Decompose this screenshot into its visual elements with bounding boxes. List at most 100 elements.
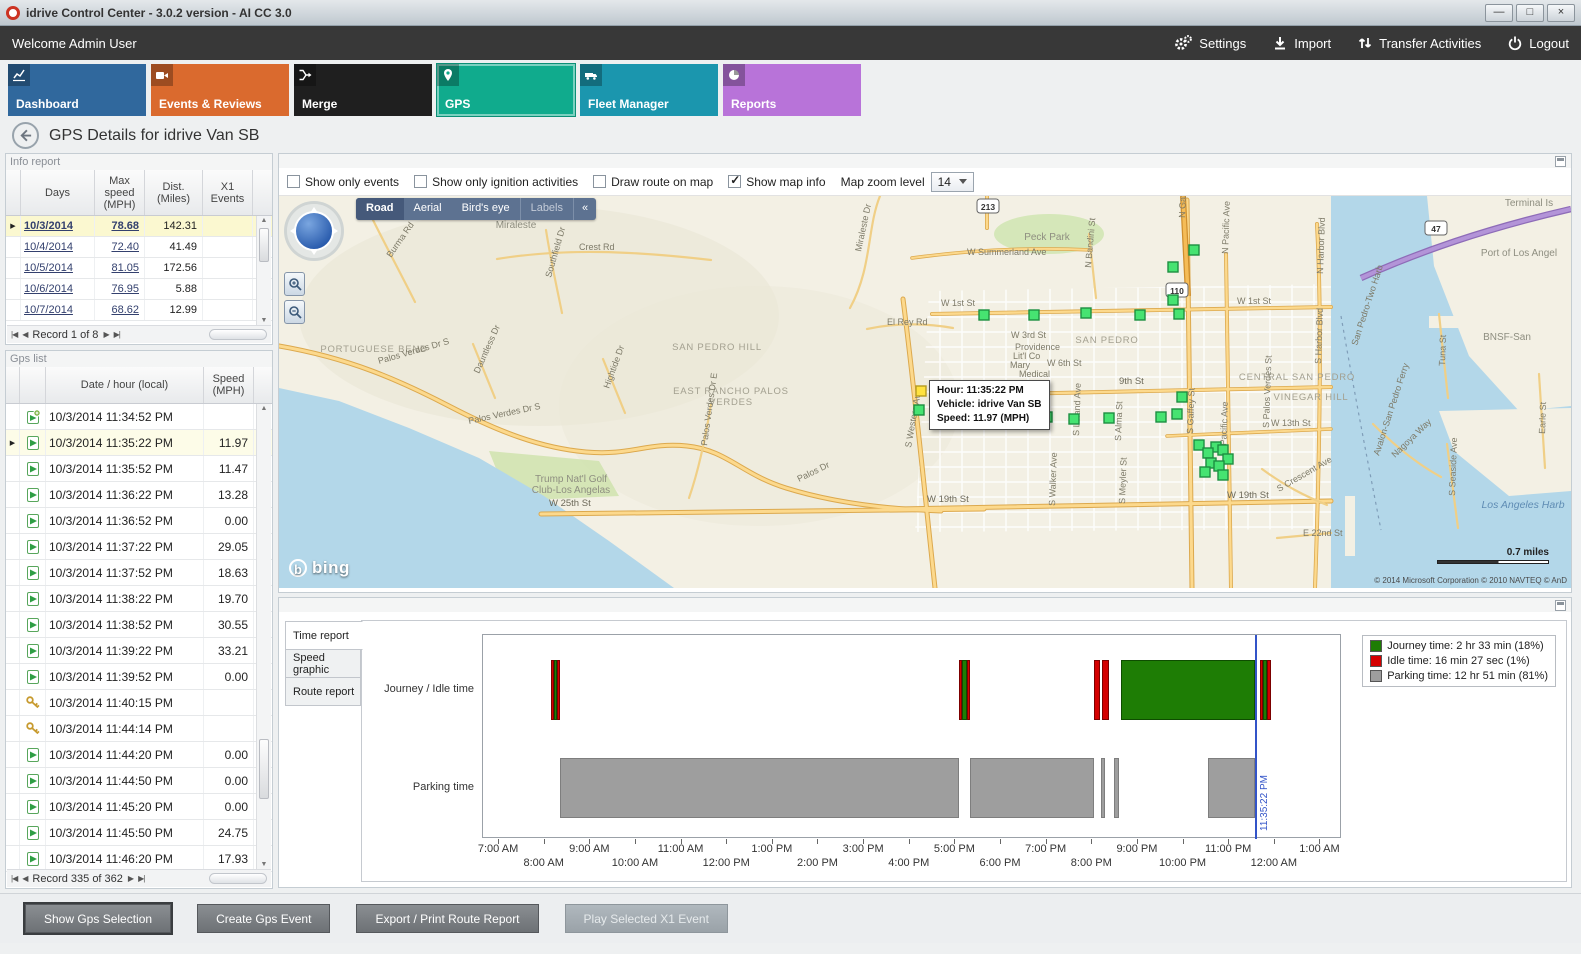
max-speed-link[interactable]: 72.40 (111, 241, 139, 253)
column-header-speed[interactable]: Speed (MPH) (204, 367, 254, 403)
minimize-button[interactable]: — (1485, 3, 1513, 22)
gps-marker[interactable] (1080, 307, 1092, 319)
map-pan-control[interactable] (287, 204, 341, 258)
gps-marker[interactable] (913, 404, 925, 416)
nav-prev-icon[interactable]: ◀ (22, 874, 28, 883)
column-header-x1-events[interactable]: X1 Events (203, 170, 253, 215)
list-item[interactable]: 10/3/2014 11:46:20 PM 17.93 (6, 846, 272, 872)
list-item[interactable]: 10/3/2014 11:45:20 PM 0.00 (6, 794, 272, 820)
list-item[interactable]: 10/3/2014 11:44:20 PM 0.00 (6, 742, 272, 768)
gps-marker[interactable] (1202, 447, 1214, 459)
gps-marker[interactable] (1167, 261, 1179, 273)
gps-scrollbar[interactable]: ▲ ▼ (256, 404, 271, 869)
scroll-up-icon[interactable]: ▲ (260, 217, 268, 224)
map-style-aerial[interactable]: Aerial (413, 202, 442, 214)
max-speed-link[interactable]: 68.62 (111, 304, 139, 316)
zoom-out-button[interactable] (284, 300, 305, 324)
checkbox-show-map-info[interactable]: Show map info (728, 173, 826, 189)
checkbox-box[interactable] (728, 173, 742, 188)
nav-tile-gps[interactable]: GPS (436, 63, 576, 117)
column-header-max-speed[interactable]: Max speed (MPH) (95, 170, 145, 215)
table-row[interactable]: 10/5/2014 81.05 172.56 (6, 258, 272, 279)
gps-marker[interactable] (1222, 453, 1234, 465)
column-header-distance[interactable]: Dist. (Miles) (145, 170, 203, 215)
scroll-down-icon[interactable]: ▼ (260, 861, 268, 868)
checkbox-box[interactable] (287, 175, 300, 188)
zoom-level-select[interactable]: 14 (930, 171, 974, 192)
gps-marker[interactable] (1199, 466, 1211, 478)
day-link[interactable]: 10/4/2014 (24, 241, 73, 253)
max-speed-link[interactable]: 78.68 (111, 220, 139, 232)
gps-marker[interactable] (1103, 412, 1115, 424)
gps-marker[interactable] (1171, 408, 1183, 420)
list-item[interactable]: 10/3/2014 11:35:52 PM 11.47 (6, 456, 272, 482)
footer-button-export-print-route-report[interactable]: Export / Print Route Report (356, 904, 539, 933)
nav-tile-fleet[interactable]: Fleet Manager (580, 64, 718, 116)
list-item[interactable]: 10/3/2014 11:39:22 PM 33.21 (6, 638, 272, 664)
header-action-import[interactable]: Import (1272, 35, 1331, 51)
nav-first-icon[interactable]: |◀ (11, 874, 18, 883)
collapse-panel-button[interactable] (1555, 600, 1566, 611)
pan-right-icon[interactable] (332, 227, 338, 235)
list-item[interactable]: 10/3/2014 11:44:14 PM (6, 716, 272, 742)
close-button[interactable]: × (1547, 3, 1575, 22)
tab-time-report[interactable]: Time report (285, 621, 363, 650)
day-link[interactable]: 10/5/2014 (24, 262, 73, 274)
nav-next-icon[interactable]: ▶ (103, 330, 109, 339)
list-item[interactable]: ▶ 10/3/2014 11:35:22 PM 11.97 (6, 430, 272, 456)
max-speed-link[interactable]: 81.05 (111, 262, 139, 274)
pan-left-icon[interactable] (290, 227, 296, 235)
header-action-settings[interactable]: Settings (1174, 34, 1246, 52)
column-header-days[interactable]: Days (21, 170, 95, 215)
gps-marker[interactable] (1167, 294, 1179, 306)
list-item[interactable]: 10/3/2014 11:37:22 PM 29.05 (6, 534, 272, 560)
header-action-logout[interactable]: Logout (1507, 35, 1569, 51)
day-link[interactable]: 10/7/2014 (24, 304, 73, 316)
map-style-bird-s-eye[interactable]: Bird's eye (461, 202, 510, 214)
day-link[interactable]: 10/6/2014 (24, 283, 73, 295)
nav-prev-icon[interactable]: ◀ (22, 330, 28, 339)
gps-marker[interactable] (1173, 308, 1185, 320)
gps-marker[interactable] (1176, 391, 1188, 403)
collapse-panel-button[interactable] (1555, 156, 1566, 167)
maximize-button[interactable]: □ (1516, 3, 1544, 22)
map-canvas[interactable]: 213 110 47 Miraleste Peck Park W Summerland … (279, 196, 1571, 588)
gps-marker[interactable] (978, 309, 990, 321)
gps-marker[interactable] (1217, 469, 1229, 481)
table-row[interactable]: ▶ 10/3/2014 78.68 142.31 (6, 216, 272, 237)
table-row[interactable]: 10/4/2014 72.40 41.49 (6, 237, 272, 258)
gps-marker[interactable] (1193, 439, 1205, 451)
map-nav-collapse-button[interactable]: « (573, 198, 596, 220)
back-button[interactable] (12, 122, 39, 149)
tab-speed-graphic[interactable]: Speed graphic (285, 649, 361, 678)
list-item[interactable]: 10/3/2014 11:34:52 PM (6, 404, 272, 430)
horizontal-scrollbar[interactable] (209, 873, 267, 884)
scroll-up-icon[interactable]: ▲ (260, 405, 268, 412)
table-row[interactable]: 10/6/2014 76.95 5.88 (6, 279, 272, 300)
tab-route-report[interactable]: Route report (285, 677, 361, 706)
scrollbar-thumb[interactable] (259, 738, 269, 799)
selected-gps-marker[interactable] (915, 385, 927, 397)
zoom-in-button[interactable] (284, 272, 305, 296)
nav-tile-merge[interactable]: Merge (294, 64, 432, 116)
gps-marker[interactable] (1155, 411, 1167, 423)
checkbox-draw-route-on-map[interactable]: Draw route on map (593, 175, 713, 189)
list-item[interactable]: 10/3/2014 11:40:15 PM (6, 690, 272, 716)
checkbox-show-only-ignition-activities[interactable]: Show only ignition activities (414, 175, 578, 189)
list-item[interactable]: 10/3/2014 11:37:52 PM 18.63 (6, 560, 272, 586)
header-action-transfer[interactable]: Transfer Activities (1357, 35, 1481, 51)
max-speed-link[interactable]: 76.95 (111, 283, 139, 295)
horizontal-scrollbar[interactable] (209, 329, 267, 340)
nav-last-icon[interactable]: ▶| (113, 330, 121, 339)
info-scrollbar[interactable]: ▲ ▼ (256, 216, 271, 325)
footer-button-create-gps-event[interactable]: Create Gps Event (197, 904, 331, 933)
checkbox-box[interactable] (414, 175, 428, 188)
map-style-road[interactable]: Road (356, 198, 404, 220)
checkbox-box[interactable] (593, 175, 607, 188)
nav-tile-dashboard[interactable]: Dashboard (8, 64, 146, 116)
gps-marker[interactable] (1028, 309, 1040, 321)
nav-next-icon[interactable]: ▶ (127, 874, 134, 883)
list-item[interactable]: 10/3/2014 11:38:22 PM 19.70 (6, 586, 272, 612)
list-item[interactable]: 10/3/2014 11:36:22 PM 13.28 (6, 482, 272, 508)
list-item[interactable]: 10/3/2014 11:36:52 PM 0.00 (6, 508, 272, 534)
